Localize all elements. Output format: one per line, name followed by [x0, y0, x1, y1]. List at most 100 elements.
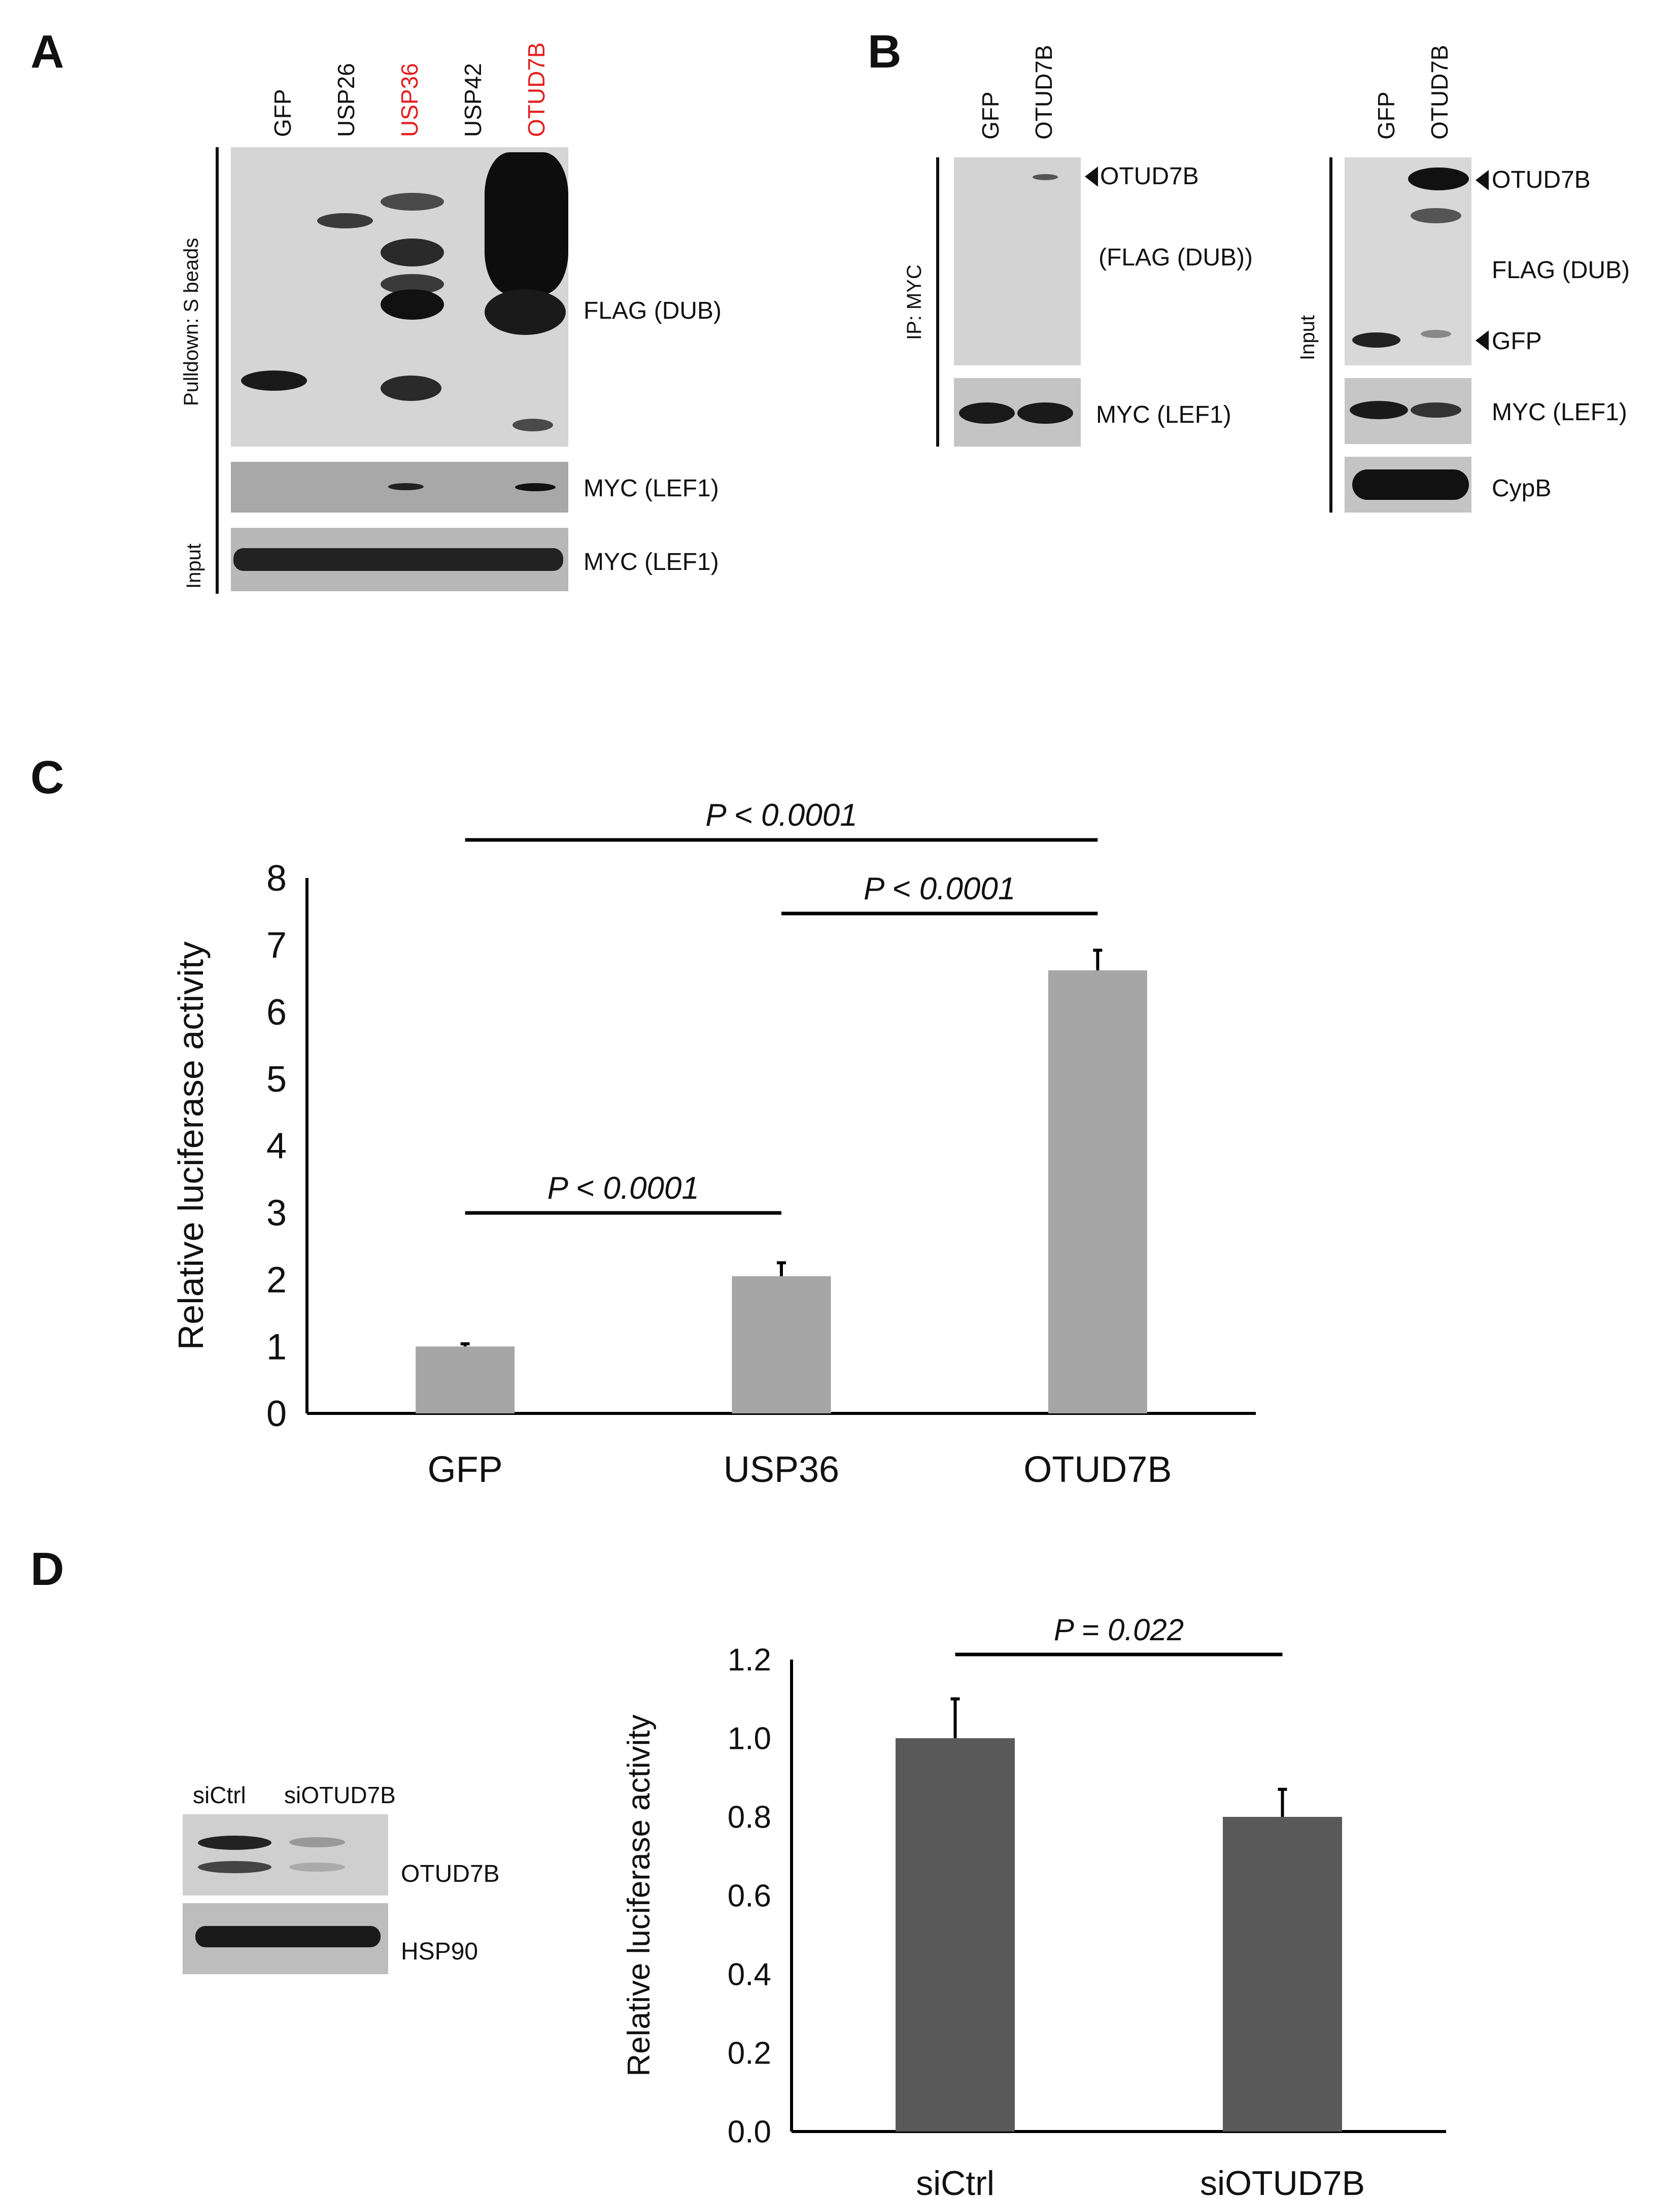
band	[959, 402, 1015, 424]
band	[317, 213, 373, 228]
panel-c-letter: C	[30, 752, 64, 803]
lane-label-gfp-input: GFP	[1373, 91, 1399, 140]
blot-label-flag-input: FLAG (DUB)	[1492, 257, 1630, 284]
panel-d-letter: D	[30, 1543, 64, 1595]
input-bracket-a	[216, 523, 219, 594]
band	[1411, 402, 1461, 418]
lane-label-usp36: USP36	[396, 63, 423, 137]
pulldown-side-label: Pulldown: S beads	[180, 238, 202, 406]
blot-label-gfp-input: GFP	[1492, 328, 1542, 355]
x-tick-label: GFP	[428, 1449, 503, 1490]
ip-side-label: IP: MYC	[903, 264, 925, 340]
p-value-label: P = 0.022	[1054, 1613, 1184, 1647]
lane-label-siotud7b: siOTUD7B	[284, 1782, 396, 1808]
lane-label-usp26: USP26	[333, 63, 359, 137]
band	[1352, 469, 1469, 500]
bar	[896, 1738, 1015, 2132]
ip-bracket	[936, 157, 939, 447]
y-tick-label: 0.8	[728, 1800, 771, 1835]
y-tick-label: 1	[266, 1327, 287, 1367]
lane-label-otud7b-ip: OTUD7B	[1031, 45, 1057, 140]
p-value-label: P < 0.0001	[864, 871, 1015, 906]
band	[233, 548, 563, 571]
band	[1017, 402, 1073, 424]
y-tick-label: 1.0	[728, 1721, 771, 1756]
band	[1421, 330, 1451, 338]
blot-label-cypb: CypB	[1492, 475, 1552, 502]
band	[485, 152, 568, 294]
lane-label-sictrl: siCtrl	[193, 1782, 246, 1808]
band	[1350, 401, 1408, 419]
blot-b-ip-flag	[954, 157, 1081, 365]
band	[198, 1836, 271, 1850]
y-tick-label: 0.4	[728, 1957, 771, 1992]
blot-label-myc-ip: MYC (LEF1)	[1096, 401, 1231, 428]
pulldown-bracket	[216, 147, 219, 594]
y-axis-label: Relative luciferase activity	[622, 1714, 657, 2076]
panel-b-letter: B	[868, 26, 902, 78]
input-side-label-b: Input	[1296, 315, 1319, 360]
band	[289, 1837, 345, 1847]
blot-b-input-flag	[1345, 157, 1471, 365]
y-tick-label: 8	[266, 858, 287, 899]
y-tick-label: 4	[266, 1126, 287, 1167]
blot-label-hsp90: HSP90	[401, 1938, 478, 1965]
p-value-label: P < 0.0001	[547, 1171, 699, 1206]
lane-label-otud7b-input: OTUD7B	[1426, 45, 1453, 140]
bar	[732, 1276, 831, 1413]
lane-label-gfp-ip: GFP	[977, 91, 1004, 140]
input-bracket-b	[1329, 157, 1332, 513]
blot-label-myc-pulldown-a: MYC (LEF1)	[584, 475, 719, 502]
band	[381, 376, 441, 401]
blot-label-myc-input-a: MYC (LEF1)	[584, 549, 719, 576]
band	[381, 289, 444, 320]
y-tick-label: 2	[266, 1260, 287, 1300]
y-tick-label: 7	[266, 925, 287, 966]
band	[485, 289, 566, 335]
bar	[1048, 970, 1147, 1413]
blot-label-otud7b-d: OTUD7B	[401, 1861, 500, 1887]
band	[388, 483, 424, 490]
band	[1352, 332, 1400, 348]
x-tick-label: siCtrl	[916, 2164, 995, 2198]
arrow-marker-icon	[1476, 170, 1489, 190]
band	[381, 193, 444, 211]
chart-c-luciferase: 0 1 2 3 4 5 6 7 8 Relative luciferase activity GFP…	[171, 798, 1256, 1490]
blot-b-input-cypb	[1345, 457, 1471, 513]
band	[289, 1863, 345, 1872]
blot-a-flag	[231, 147, 568, 447]
blot-label-myc-input-b: MYC (LEF1)	[1492, 399, 1627, 426]
x-tick-label: OTUD7B	[1023, 1449, 1172, 1490]
y-tick-label: 0.6	[728, 1879, 771, 1914]
y-tick-label: 0	[266, 1394, 287, 1434]
band	[515, 483, 556, 491]
band	[1408, 167, 1469, 190]
x-tick-label: USP36	[724, 1449, 839, 1490]
blot-d-otud7b	[183, 1814, 388, 1896]
blot-a-myc-pulldown	[231, 462, 568, 513]
blot-a-myc-input	[231, 528, 568, 591]
x-tick-label: siOTUD7B	[1200, 2164, 1365, 2198]
band	[241, 370, 307, 391]
arrow-marker-icon	[1085, 166, 1098, 187]
blot-b-input-myc	[1345, 378, 1471, 444]
blot-label-otud7b-ip: OTUD7B	[1100, 163, 1199, 190]
y-tick-label: 5	[266, 1059, 287, 1100]
blot-label-flag-ip: (FLAG (DUB))	[1099, 244, 1253, 271]
band	[198, 1861, 271, 1873]
y-axis-label: Relative luciferase activity	[171, 941, 211, 1350]
band	[512, 419, 553, 431]
band	[1033, 174, 1058, 180]
band	[381, 239, 444, 266]
p-value-label: P < 0.0001	[705, 798, 857, 833]
y-tick-label: 0.0	[728, 2115, 771, 2150]
input-side-label-a: Input	[183, 544, 205, 589]
panel-a-letter: A	[30, 26, 64, 78]
lane-label-gfp: GFP	[269, 89, 296, 137]
y-tick-label: 1.2	[728, 1643, 771, 1678]
arrow-marker-icon	[1476, 330, 1489, 351]
bar	[1223, 1817, 1342, 2132]
band	[195, 1926, 381, 1947]
bar	[416, 1346, 515, 1413]
y-tick-label: 0.2	[728, 2036, 771, 2071]
